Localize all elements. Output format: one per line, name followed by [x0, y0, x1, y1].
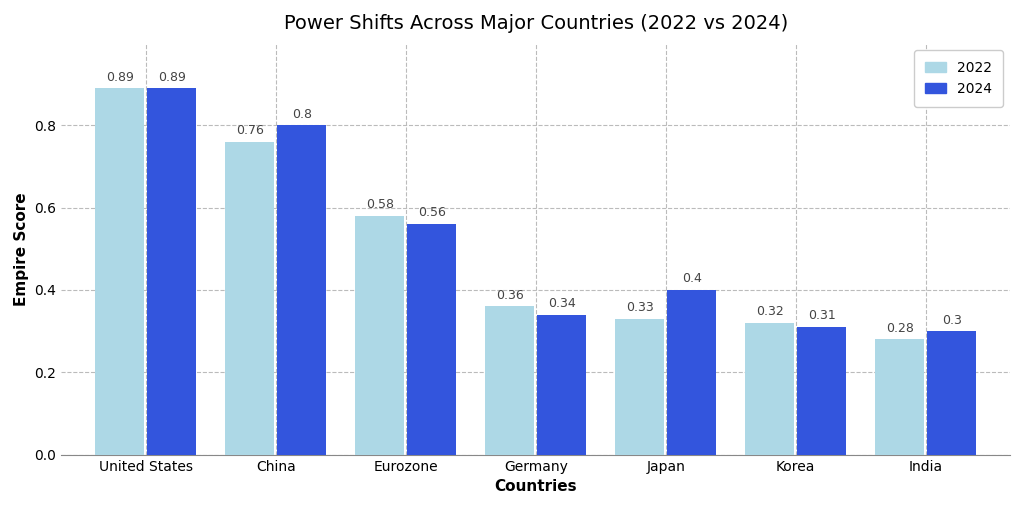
Text: 0.32: 0.32 [756, 305, 783, 319]
Bar [667, 290, 717, 455]
X-axis label: Countries: Countries [495, 479, 577, 494]
Text: 0.31: 0.31 [808, 309, 836, 323]
Title: Power Shifts Across Major Countries (2022 vs 2024): Power Shifts Across Major Countries (202… [284, 14, 787, 33]
Text: 0.56: 0.56 [418, 206, 445, 219]
Bar [278, 125, 327, 455]
Bar [874, 339, 925, 455]
Bar [95, 88, 144, 455]
Bar [225, 142, 274, 455]
Bar [147, 88, 197, 455]
Bar [745, 323, 795, 455]
Bar [407, 224, 457, 455]
Text: 0.8: 0.8 [292, 108, 311, 120]
Text: 0.76: 0.76 [236, 124, 264, 137]
Y-axis label: Empire Score: Empire Score [14, 192, 29, 305]
Text: 0.89: 0.89 [158, 71, 185, 83]
Text: 0.28: 0.28 [886, 322, 913, 335]
Bar [355, 216, 404, 455]
Text: 0.3: 0.3 [942, 313, 962, 327]
Text: 0.4: 0.4 [682, 272, 701, 285]
Text: 0.89: 0.89 [105, 71, 134, 83]
Bar [927, 331, 976, 455]
Bar [797, 327, 847, 455]
Legend: 2022, 2024: 2022, 2024 [914, 50, 1004, 107]
Bar [615, 319, 665, 455]
Text: 0.34: 0.34 [548, 297, 575, 310]
Text: 0.58: 0.58 [366, 198, 394, 211]
Text: 0.33: 0.33 [626, 301, 653, 314]
Bar [485, 306, 535, 455]
Bar [537, 314, 587, 455]
Text: 0.36: 0.36 [496, 289, 523, 302]
